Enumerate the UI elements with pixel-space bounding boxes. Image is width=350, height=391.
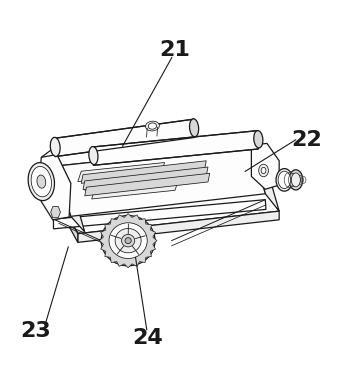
Ellipse shape bbox=[31, 167, 51, 197]
Ellipse shape bbox=[291, 173, 300, 187]
Polygon shape bbox=[57, 145, 265, 183]
Polygon shape bbox=[83, 167, 208, 190]
Ellipse shape bbox=[289, 170, 303, 190]
Ellipse shape bbox=[125, 237, 138, 248]
Ellipse shape bbox=[121, 234, 135, 247]
Ellipse shape bbox=[127, 239, 136, 246]
Ellipse shape bbox=[259, 164, 268, 177]
Ellipse shape bbox=[146, 121, 159, 131]
Polygon shape bbox=[251, 145, 279, 211]
Ellipse shape bbox=[37, 175, 46, 188]
Polygon shape bbox=[81, 161, 206, 183]
Polygon shape bbox=[78, 163, 164, 181]
Polygon shape bbox=[85, 171, 172, 190]
Polygon shape bbox=[93, 131, 258, 165]
Ellipse shape bbox=[89, 147, 98, 165]
Text: 22: 22 bbox=[292, 130, 322, 150]
Polygon shape bbox=[51, 206, 61, 218]
Polygon shape bbox=[57, 166, 85, 232]
Ellipse shape bbox=[261, 167, 266, 174]
Polygon shape bbox=[54, 200, 266, 229]
Polygon shape bbox=[92, 180, 178, 199]
Ellipse shape bbox=[148, 123, 156, 129]
Text: 23: 23 bbox=[21, 321, 51, 341]
Polygon shape bbox=[55, 119, 194, 157]
Ellipse shape bbox=[276, 169, 293, 191]
Ellipse shape bbox=[254, 131, 263, 148]
Ellipse shape bbox=[50, 137, 60, 156]
Ellipse shape bbox=[125, 238, 131, 244]
Polygon shape bbox=[85, 173, 210, 196]
Ellipse shape bbox=[115, 228, 141, 253]
Ellipse shape bbox=[190, 119, 199, 137]
Polygon shape bbox=[251, 143, 279, 189]
Ellipse shape bbox=[28, 163, 55, 201]
Polygon shape bbox=[37, 154, 71, 220]
Ellipse shape bbox=[109, 223, 147, 258]
Ellipse shape bbox=[101, 215, 155, 266]
Text: 24: 24 bbox=[132, 328, 163, 348]
Polygon shape bbox=[78, 211, 279, 242]
Polygon shape bbox=[57, 145, 265, 216]
Text: 21: 21 bbox=[160, 39, 190, 60]
Polygon shape bbox=[99, 213, 157, 268]
Polygon shape bbox=[47, 156, 279, 234]
Ellipse shape bbox=[278, 171, 290, 188]
Polygon shape bbox=[47, 176, 78, 242]
